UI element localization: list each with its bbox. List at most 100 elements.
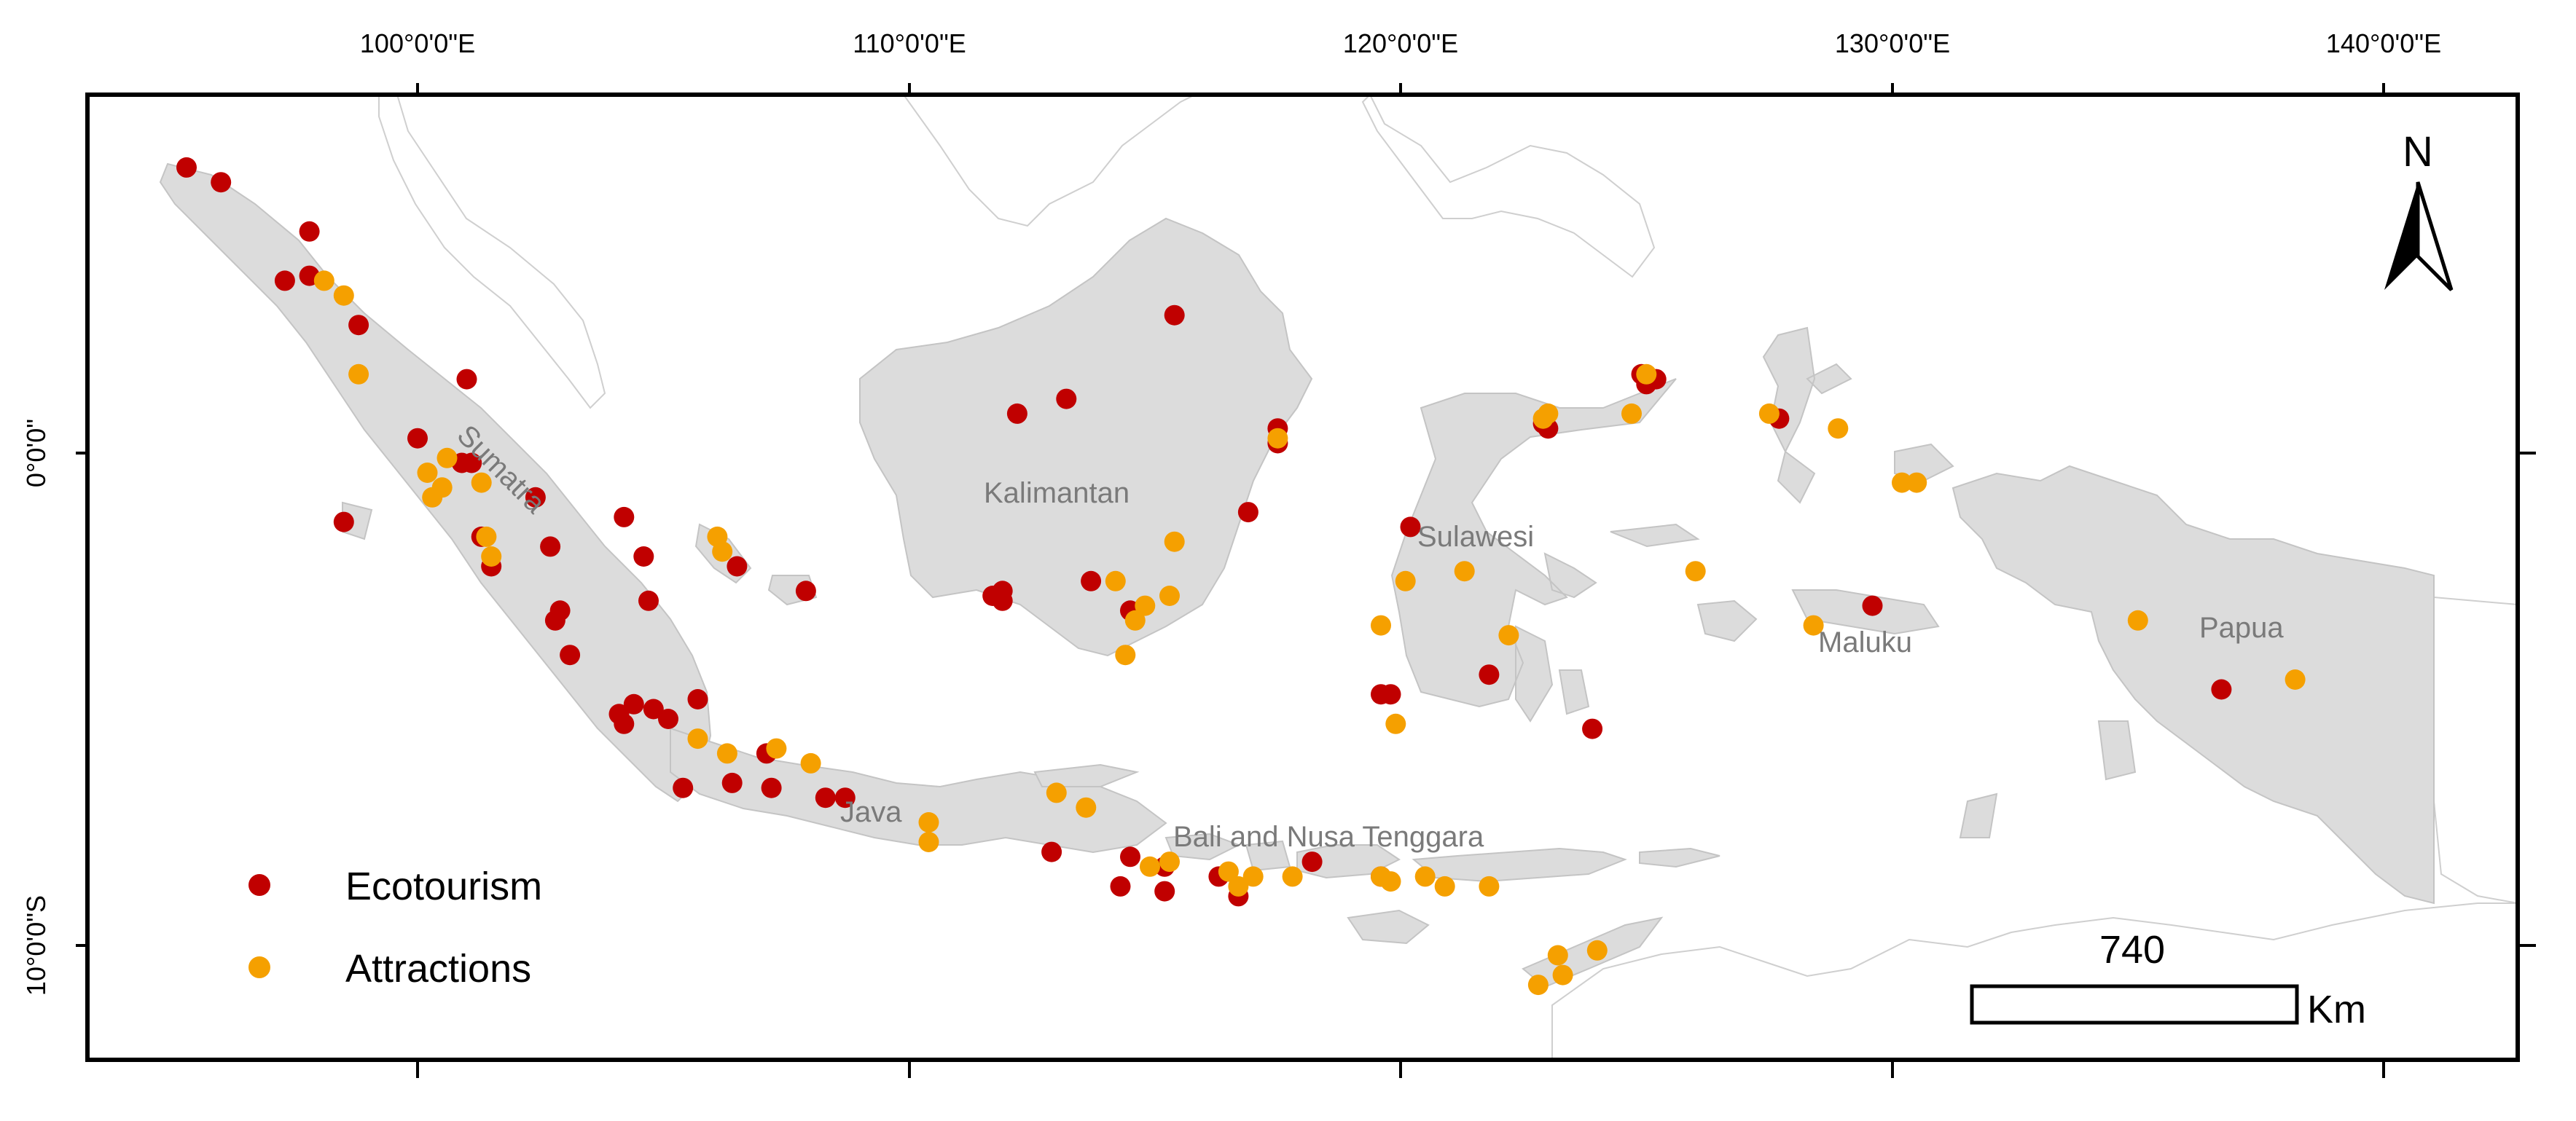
attractions-point [471,472,492,493]
attractions-point [1046,782,1067,803]
ecotourism-point [560,645,581,666]
attractions-point [1803,615,1824,636]
attractions-point [348,363,369,385]
legend-ecotourism-label: Ecotourism [345,865,542,908]
waigeo-land [1894,443,1954,482]
region-label-java: Java [840,796,902,828]
ecotourism-point [333,511,354,532]
map-frame [85,93,2520,1062]
attractions-point [1159,851,1180,873]
attractions-point [918,832,939,852]
ecotourism-point [211,172,232,193]
ecotourism-point [1056,388,1077,409]
ecotourism-point [1110,876,1131,897]
ecotourism-point [2211,679,2232,700]
ecotourism-point [544,610,565,631]
ecotourism-point [1006,403,1027,424]
ecotourism-point [638,590,659,611]
ecotourism-point [525,487,546,508]
ecotourism-point [658,709,678,729]
tick-label-130e: 130°0'0"E [1835,28,1950,58]
png-outline [2433,596,2518,905]
legend: Ecotourism Attractions [248,865,542,991]
malay-peninsula-outline [378,95,606,409]
mainland-coast-outline [902,95,1196,227]
ecotourism-point [299,221,320,242]
attractions-point [417,463,438,483]
attractions-point [1267,428,1288,449]
north-arrow-icon: N [2384,128,2454,291]
attractions-point [1434,876,1455,897]
ecotourism-point [1301,851,1323,873]
buru-land [1696,599,1758,642]
attractions-point [800,752,821,774]
ecotourism-point [456,369,477,390]
ecotourism-point [721,772,743,793]
ecotourism-point [1041,841,1062,862]
tick-label-100e: 100°0'0"E [360,28,475,58]
ecotourism-point [461,452,482,473]
attractions-point [1586,940,1608,961]
tick-label-10s: 10°0'0"S [21,895,51,996]
attractions-point [1685,561,1706,582]
attractions-point [1105,570,1126,591]
halmahera-land [1762,326,1852,504]
region-label-kalimantan: Kalimantan [984,477,1130,509]
scale-bar: 740 Km [1970,928,2366,1031]
attractions-point [422,487,443,508]
ecotourism-point [992,590,1013,611]
attractions-point [333,285,354,306]
ecotourism-point [795,581,816,602]
attractions-point [1892,472,1912,493]
attractions-point [2127,610,2148,631]
tanimbar-land [1959,792,1998,838]
attractions-point [1498,625,1519,646]
attractions-point [476,526,497,547]
attractions-point [1527,975,1549,996]
attractions-point [1159,586,1180,606]
ecotourism-point [1237,502,1258,523]
attractions-point [1414,866,1436,887]
attractions-point [1164,531,1185,552]
tick-label-110e: 110°0'0"E [853,28,966,58]
attractions-point [1228,876,1249,897]
attractions-point [687,728,708,750]
ecotourism-point [614,506,635,527]
attractions-point [2285,669,2306,690]
ecotourism-point [1862,595,1883,616]
legend-attractions-label: Attractions [345,947,531,991]
alor-land [1639,847,1720,868]
ecotourism-point [540,536,561,557]
attractions-point [1218,861,1239,882]
attractions-point [313,270,334,291]
attractions-point [1124,610,1146,631]
attractions-point [1479,876,1500,897]
attractions-point [918,812,939,833]
ecotourism-point [1164,304,1185,326]
ecotourism-point [1479,664,1500,685]
attractions-point [712,541,733,562]
attractions-point [1140,856,1160,877]
flores-land [1412,847,1627,883]
attractions-point [436,447,458,468]
attractions-point [766,738,787,759]
tick-label-120e: 120°0'0"E [1343,28,1458,58]
attractions-point [1636,363,1657,385]
ecotourism-point [633,546,654,567]
attractions-point [1454,561,1475,582]
papua-land [1951,465,2435,905]
legend-attractions-marker [248,956,270,978]
ecotourism-point [348,315,369,336]
graticule-ticks [76,83,2536,1078]
ecotourism-point [1400,516,1421,538]
attractions-point [1538,403,1559,424]
attractions-point [1552,964,1573,986]
tick-label-140e: 140°0'0"E [2326,28,2441,58]
sulawesi-land [1390,378,1677,723]
attractions-point [1115,645,1136,666]
buton-land [1558,669,1590,715]
ecotourism-point [1380,684,1401,705]
attractions-point [1828,418,1849,439]
north-label: N [2403,128,2433,176]
